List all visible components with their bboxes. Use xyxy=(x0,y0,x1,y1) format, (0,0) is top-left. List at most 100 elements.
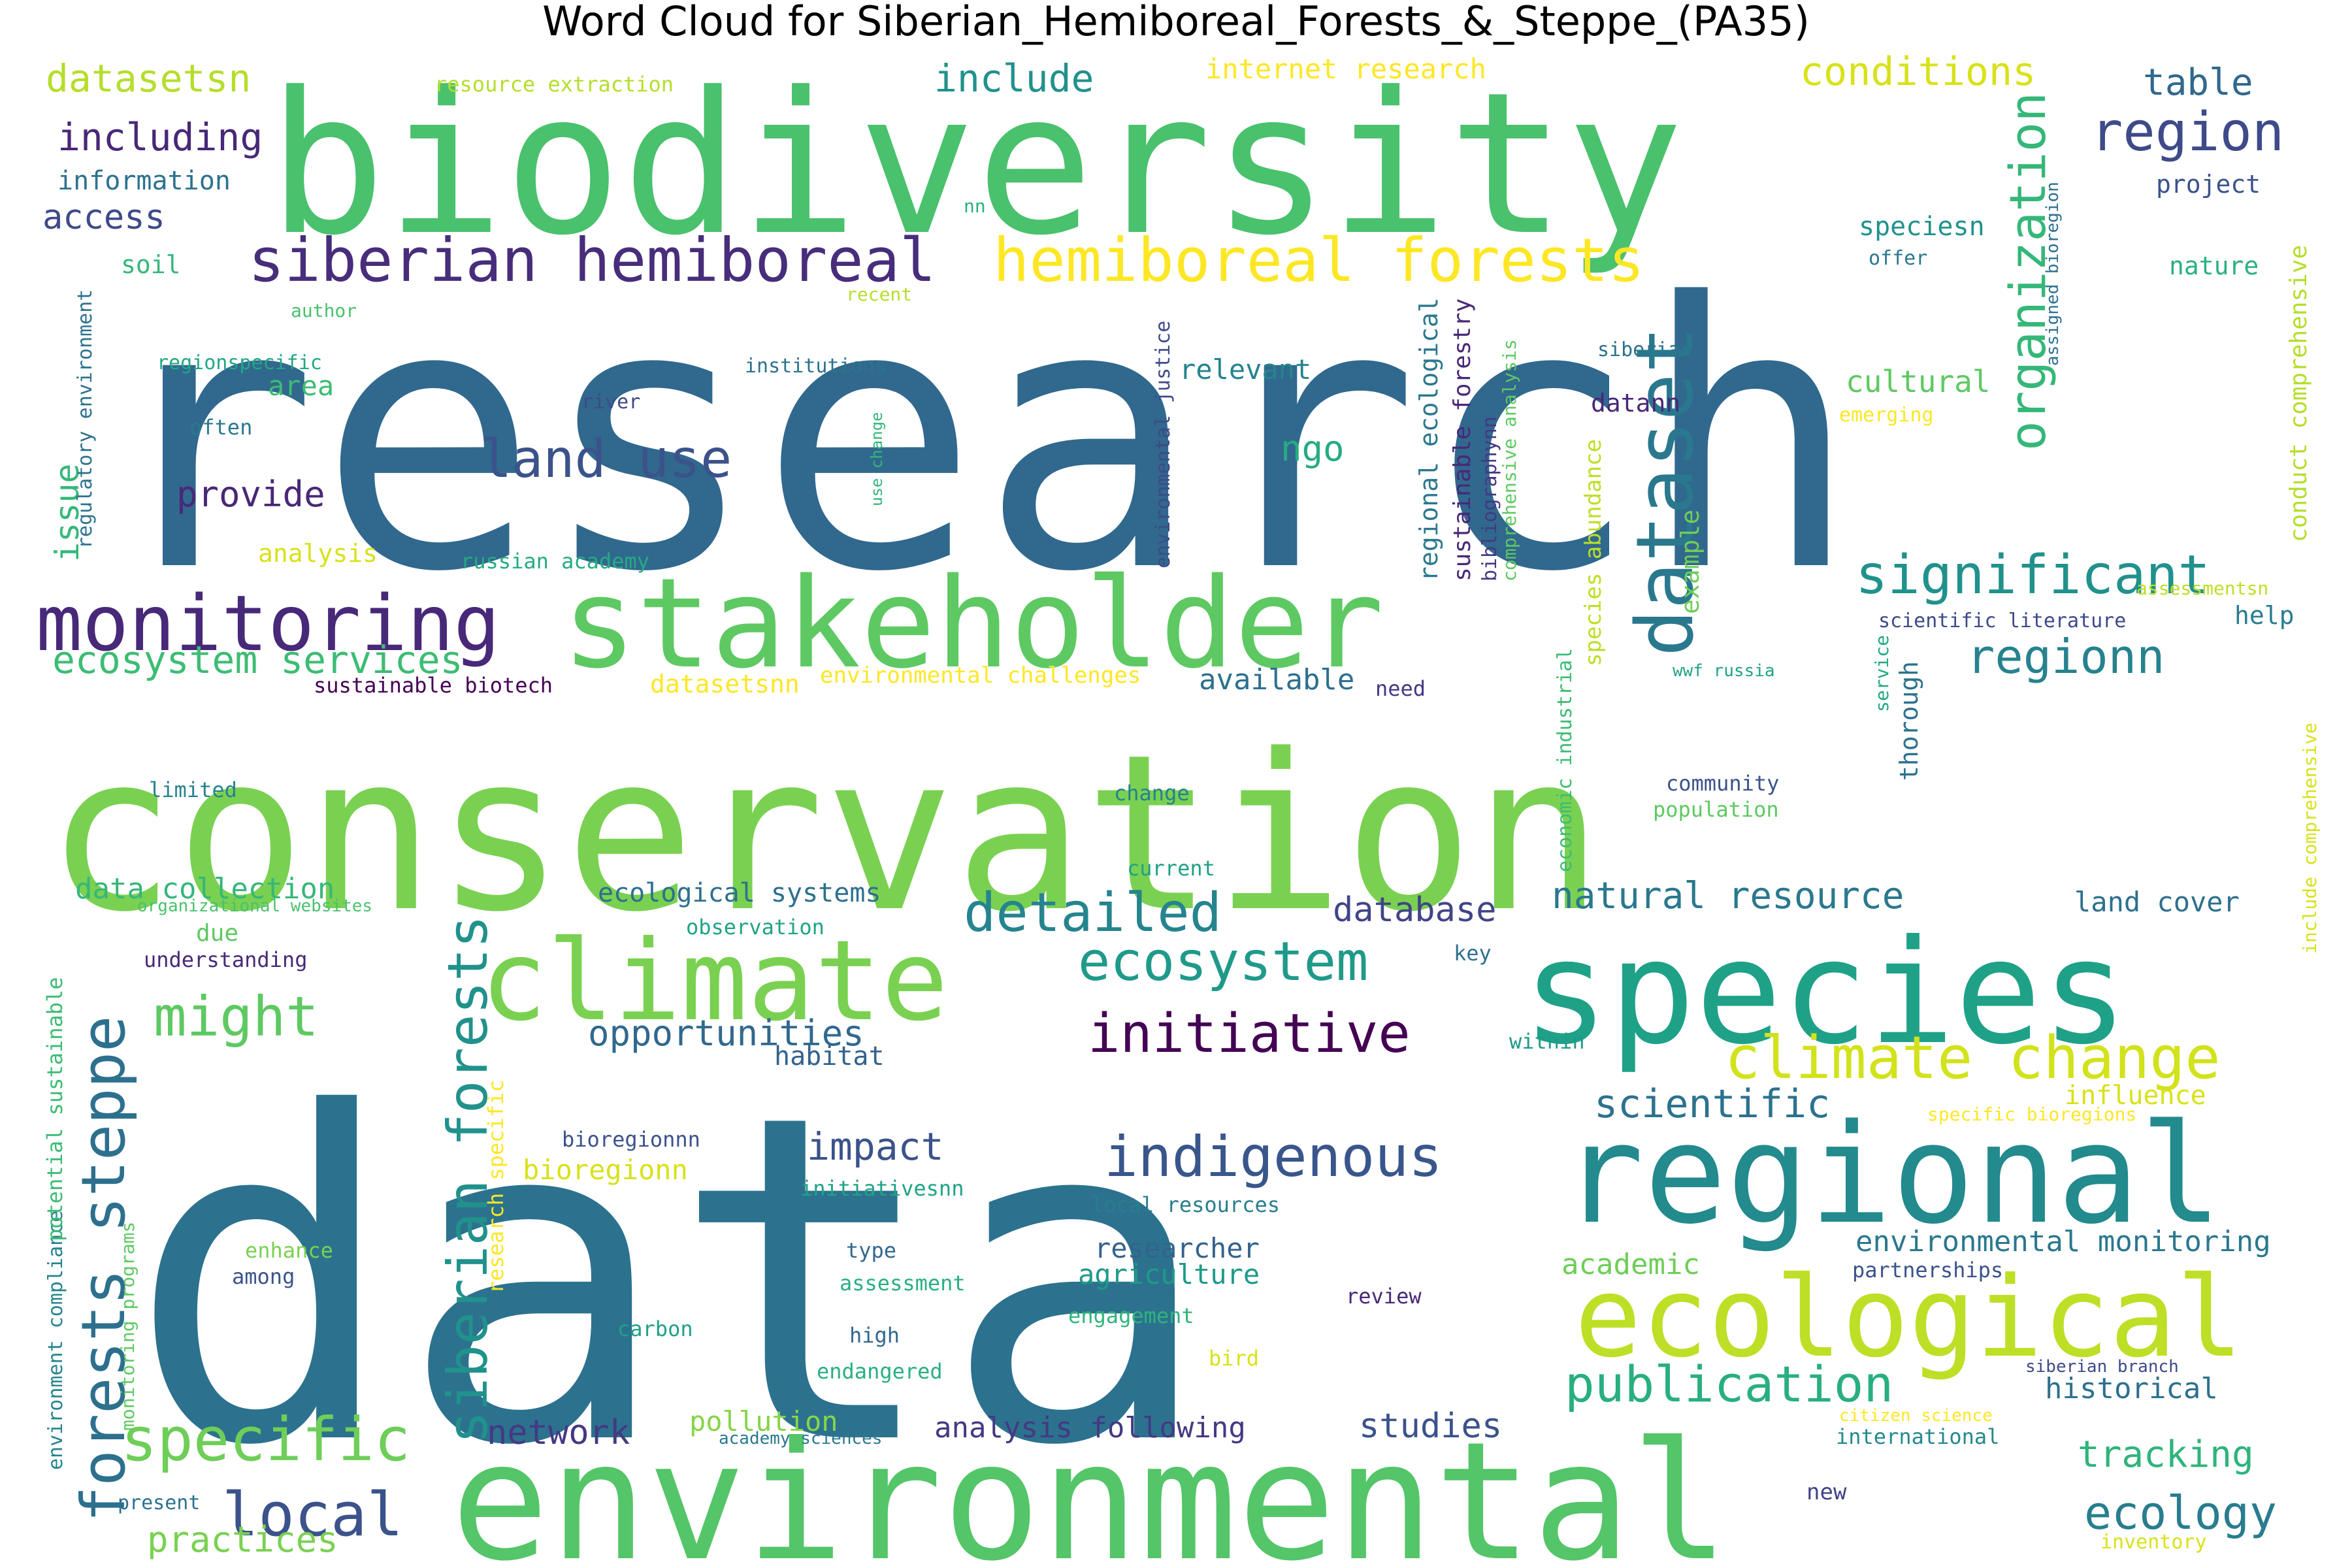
word-cultural: cultural xyxy=(1846,364,1991,399)
word-nature: nature xyxy=(2169,252,2259,280)
word-analysis: analysis xyxy=(258,539,378,568)
word-environmental-justice: environmental justice xyxy=(1152,321,1175,568)
word-table: table xyxy=(2143,61,2253,104)
word-conservation: conservation xyxy=(46,708,1603,959)
word-carbon: carbon xyxy=(617,1316,693,1341)
word-author: author xyxy=(291,300,357,321)
word-datann: datann xyxy=(1591,389,1680,417)
word-resource-extraction: resource extraction xyxy=(434,72,674,97)
word-bibliographynn: bibliographynn xyxy=(1478,416,1501,581)
word-database: database xyxy=(1333,890,1496,930)
word-inventory: inventory xyxy=(2100,1531,2207,1554)
word-thorough: thorough xyxy=(1895,661,1923,781)
word-agriculture: agriculture xyxy=(1078,1258,1260,1290)
word-community: community xyxy=(1666,771,1779,796)
word-provide: provide xyxy=(176,474,325,515)
word-significant: significant xyxy=(1855,544,2210,606)
word-bioregionnn: bioregionnn xyxy=(562,1127,700,1152)
word-species: species xyxy=(1522,909,2128,1076)
word-assessment: assessment xyxy=(840,1271,966,1296)
word-scientific: scientific xyxy=(1594,1081,1830,1127)
word-economic-industrial: economic industrial xyxy=(1554,648,1576,872)
word-regional: regional xyxy=(1561,1094,2222,1254)
word-tracking: tracking xyxy=(2078,1433,2254,1476)
word-emerging: emerging xyxy=(1839,404,1934,427)
word-siberian-forests: siberian forests xyxy=(436,915,500,1444)
word-present: present xyxy=(118,1492,200,1514)
word-environmental-challenges: environmental challenges xyxy=(820,662,1141,689)
word-researcher: researcher xyxy=(1094,1232,1260,1264)
word-include-comprehensive: include comprehensive xyxy=(2299,723,2321,954)
word-research-specific: research specific xyxy=(483,1079,508,1294)
word-high: high xyxy=(849,1323,900,1348)
word-bioregionn: bioregionn xyxy=(523,1154,688,1186)
word-dataset: dataset xyxy=(1620,326,1711,657)
word-climate: climate xyxy=(480,917,948,1046)
word-environment-compliance: environment compliance xyxy=(44,1211,67,1470)
word-bird: bird xyxy=(1209,1346,1259,1371)
word-ecological: ecological xyxy=(1575,1253,2244,1382)
word-nn: nn xyxy=(964,195,986,217)
word-studies: studies xyxy=(1359,1407,1502,1446)
word-often: often xyxy=(189,415,252,440)
word-internet-research: internet research xyxy=(1205,53,1486,85)
word-project: project xyxy=(2156,170,2261,199)
word-change: change xyxy=(1114,781,1190,806)
word-scientific-literature: scientific literature xyxy=(1878,610,2126,632)
word-ecological-systems: ecological systems xyxy=(598,878,881,908)
word-initiative: initiative xyxy=(1088,1003,1411,1065)
word-organizational-websites: organizational websites xyxy=(137,896,372,916)
word-stakeholder: stakeholder xyxy=(562,551,1384,696)
word-regional-ecological: regional ecological xyxy=(1414,297,1443,581)
word-pollution: pollution xyxy=(689,1405,838,1437)
word-include: include xyxy=(934,56,1094,101)
word-service: service xyxy=(1871,635,1893,712)
word-example: example xyxy=(1676,510,1705,614)
word-comprehensive-analysis: comprehensive analysis xyxy=(1499,339,1520,581)
word-might: might xyxy=(154,985,319,1049)
word-issue: issue xyxy=(48,463,86,562)
word-siberian-branch: siberian branch xyxy=(2025,1357,2179,1377)
word-relevant: relevant xyxy=(1179,353,1311,385)
word-monitoring-programs: monitoring programs xyxy=(117,1222,139,1431)
word-sustainable-biotech: sustainable biotech xyxy=(314,673,553,698)
word-speciesn: speciesn xyxy=(1859,212,1985,242)
word-land-use: land use xyxy=(480,429,732,489)
word-regionn: regionn xyxy=(1967,629,2164,684)
word-key: key xyxy=(1454,941,1492,966)
word-specific: specific xyxy=(121,1405,410,1475)
word-help: help xyxy=(2234,601,2295,630)
word-historical: historical xyxy=(2045,1372,2218,1405)
word-endangered: endangered xyxy=(817,1359,943,1384)
word-use-change: use change xyxy=(868,412,886,507)
word-siberian: siberian xyxy=(1597,338,1692,361)
word-regulatory-environment: regulatory environment xyxy=(74,289,97,549)
word-population: population xyxy=(1653,797,1779,822)
word-environmental: environmental xyxy=(451,1407,1729,1568)
word-climate-change: climate change xyxy=(1725,1024,2221,1092)
word-partnerships: partnerships xyxy=(1852,1258,2003,1282)
word-opportunities: opportunities xyxy=(588,1013,864,1054)
word-engagement: engagement xyxy=(1068,1303,1194,1328)
word-natural-resource: natural resource xyxy=(1552,875,1904,917)
word-information: information xyxy=(57,166,231,196)
word-within: within xyxy=(1509,1029,1585,1054)
word-forests-steppe: forests steppe xyxy=(69,1016,139,1522)
word-review: review xyxy=(1346,1284,1422,1309)
word-ecosystem: ecosystem xyxy=(1078,931,1368,993)
word-region: region xyxy=(2091,101,2284,163)
word-wwf-russia: wwf russia xyxy=(1673,661,1775,681)
word-detailed: detailed xyxy=(964,882,1222,944)
word-siberian-hemiboreal: siberian hemiboreal xyxy=(248,225,936,295)
word-species-abundance: species abundance xyxy=(1580,439,1607,666)
word-research: research xyxy=(98,226,1860,652)
word-limited: limited xyxy=(149,777,237,802)
word-datasetsn: datasetsn xyxy=(46,56,251,101)
word-assessmentsn: assessmentsn xyxy=(2136,578,2268,599)
word-ecosystem-services: ecosystem services xyxy=(52,638,463,682)
word-among: among xyxy=(232,1264,295,1289)
word-enhance: enhance xyxy=(245,1238,333,1263)
word-ecology: ecology xyxy=(2084,1486,2277,1540)
word-recent: recent xyxy=(846,284,912,305)
word-data: data xyxy=(127,1019,1213,1544)
